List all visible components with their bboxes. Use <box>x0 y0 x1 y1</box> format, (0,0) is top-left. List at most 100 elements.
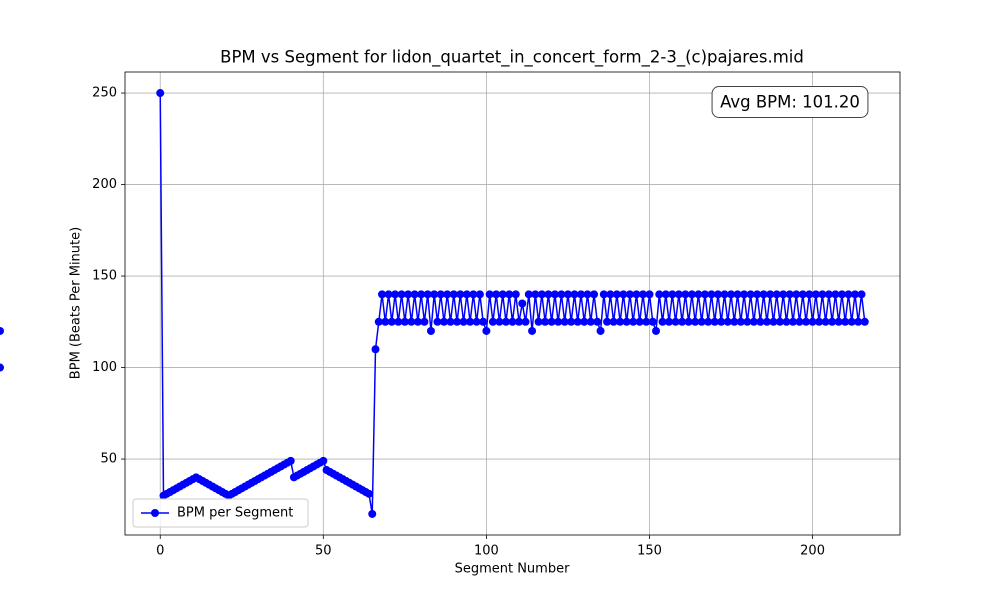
data-point <box>736 317 745 326</box>
data-point <box>482 326 491 335</box>
data-point <box>756 317 765 326</box>
data-point <box>834 317 843 326</box>
data-point <box>665 317 674 326</box>
x-tick-label: 150 <box>637 544 662 559</box>
data-point <box>697 317 706 326</box>
data-point <box>818 290 827 299</box>
data-point <box>687 290 696 299</box>
data-point <box>674 290 683 299</box>
data-point <box>652 326 661 335</box>
data-point <box>854 317 863 326</box>
data-point <box>580 317 589 326</box>
data-point <box>524 290 533 299</box>
data-point <box>557 290 566 299</box>
data-point <box>449 290 458 299</box>
x-tick-label: 50 <box>315 544 332 559</box>
data-point <box>485 290 494 299</box>
x-tick-label: 100 <box>474 544 499 559</box>
data-point <box>759 290 768 299</box>
legend-swatch-marker <box>151 509 159 517</box>
data-point <box>426 326 435 335</box>
data-point <box>844 290 853 299</box>
data-point <box>678 317 687 326</box>
data-point <box>453 317 462 326</box>
data-point <box>811 290 820 299</box>
data-point <box>860 317 869 326</box>
legend-label: BPM per Segment <box>177 506 293 521</box>
data-point <box>789 317 798 326</box>
data-point <box>459 317 468 326</box>
y-tick-label: 250 <box>92 86 117 101</box>
data-point <box>407 317 416 326</box>
data-point <box>576 290 585 299</box>
data-point <box>795 317 804 326</box>
data-point <box>364 489 373 498</box>
data-point <box>378 290 387 299</box>
data-point <box>828 317 837 326</box>
data-point <box>625 290 634 299</box>
data-point <box>547 317 556 326</box>
y-tick-label: 200 <box>92 177 117 192</box>
data-point <box>746 290 755 299</box>
data-point <box>655 290 664 299</box>
data-point <box>286 456 295 465</box>
data-point <box>534 317 543 326</box>
data-point <box>717 317 726 326</box>
data-point <box>629 317 638 326</box>
data-point <box>606 290 615 299</box>
data-point <box>769 317 778 326</box>
annotation: Avg BPM: 101.20 <box>720 93 860 112</box>
data-point <box>567 317 576 326</box>
data-point <box>374 317 383 326</box>
y-tick-label: 100 <box>92 360 117 375</box>
data-point <box>443 290 452 299</box>
y-tick-label: 50 <box>100 452 117 467</box>
data-point <box>707 290 716 299</box>
data-point <box>857 290 866 299</box>
data-point <box>762 317 771 326</box>
data-point <box>782 317 791 326</box>
data-point <box>433 317 442 326</box>
data-point <box>772 290 781 299</box>
data-point <box>430 290 439 299</box>
data-point <box>511 290 520 299</box>
x-tick-label: 200 <box>800 544 825 559</box>
data-point <box>733 290 742 299</box>
x-axis-label: Segment Number <box>455 562 571 577</box>
data-point <box>622 317 631 326</box>
data-point <box>550 290 559 299</box>
data-point <box>635 317 644 326</box>
data-point <box>603 317 612 326</box>
data-point <box>590 290 599 299</box>
data-point <box>560 317 569 326</box>
data-point <box>537 290 546 299</box>
data-point <box>642 317 651 326</box>
data-point <box>792 290 801 299</box>
data-point <box>391 290 400 299</box>
data-point <box>488 317 497 326</box>
data-point <box>0 326 4 335</box>
data-point <box>743 317 752 326</box>
data-point <box>841 317 850 326</box>
data-point <box>831 290 840 299</box>
data-point <box>563 290 572 299</box>
data-point <box>420 317 429 326</box>
data-point <box>410 290 419 299</box>
data-point <box>394 317 403 326</box>
data-point <box>671 317 680 326</box>
data-point <box>837 290 846 299</box>
data-point <box>632 290 641 299</box>
data-point <box>779 290 788 299</box>
data-point <box>472 317 481 326</box>
data-point <box>495 317 504 326</box>
data-point <box>387 317 396 326</box>
data-point <box>681 290 690 299</box>
data-point <box>397 290 406 299</box>
data-point <box>381 317 390 326</box>
data-point <box>446 317 455 326</box>
data-point <box>775 317 784 326</box>
data-point <box>498 290 507 299</box>
data-point <box>417 290 426 299</box>
data-point <box>436 290 445 299</box>
data-point <box>573 317 582 326</box>
